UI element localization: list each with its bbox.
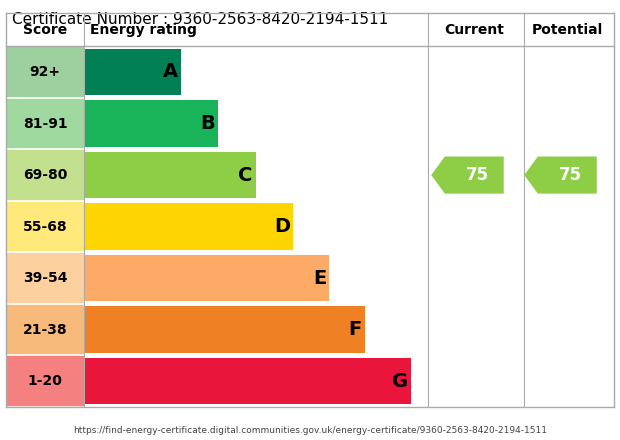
Text: 69-80: 69-80 [23,168,67,182]
Bar [84,203,293,250]
Text: Score: Score [23,23,67,37]
Bar [6,46,84,98]
Bar [6,304,84,356]
Text: 21-38: 21-38 [23,323,67,337]
Bar [84,49,181,95]
Polygon shape [432,157,503,194]
Bar [6,149,84,201]
Bar [84,255,329,301]
Bar [84,358,411,404]
Bar [84,307,365,353]
Bar [6,13,614,46]
Text: 75: 75 [559,166,582,184]
Text: 75: 75 [466,166,489,184]
Bar [84,100,218,147]
Text: https://find-energy-certificate.digital.communities.gov.uk/energy-certificate/93: https://find-energy-certificate.digital.… [73,426,547,435]
Text: B: B [200,114,215,133]
Text: 1-20: 1-20 [27,374,63,388]
Text: G: G [392,372,408,391]
Polygon shape [525,157,596,194]
Bar [6,253,84,304]
Text: 81-91: 81-91 [23,117,67,131]
Text: F: F [348,320,362,339]
Text: Energy rating: Energy rating [90,23,197,37]
Text: Potential: Potential [532,23,603,37]
Text: 92+: 92+ [30,65,61,79]
Text: 55-68: 55-68 [23,220,67,234]
Bar [6,356,84,407]
Bar [6,98,84,149]
Text: Certificate Number : 9360-2563-8420-2194-1511: Certificate Number : 9360-2563-8420-2194… [12,12,389,27]
Text: Current: Current [445,23,504,37]
Text: C: C [239,165,253,184]
Text: D: D [274,217,290,236]
Text: 39-54: 39-54 [23,271,67,285]
Bar [84,152,256,198]
Text: A: A [162,62,178,81]
Bar [6,201,84,253]
Text: E: E [313,269,326,288]
